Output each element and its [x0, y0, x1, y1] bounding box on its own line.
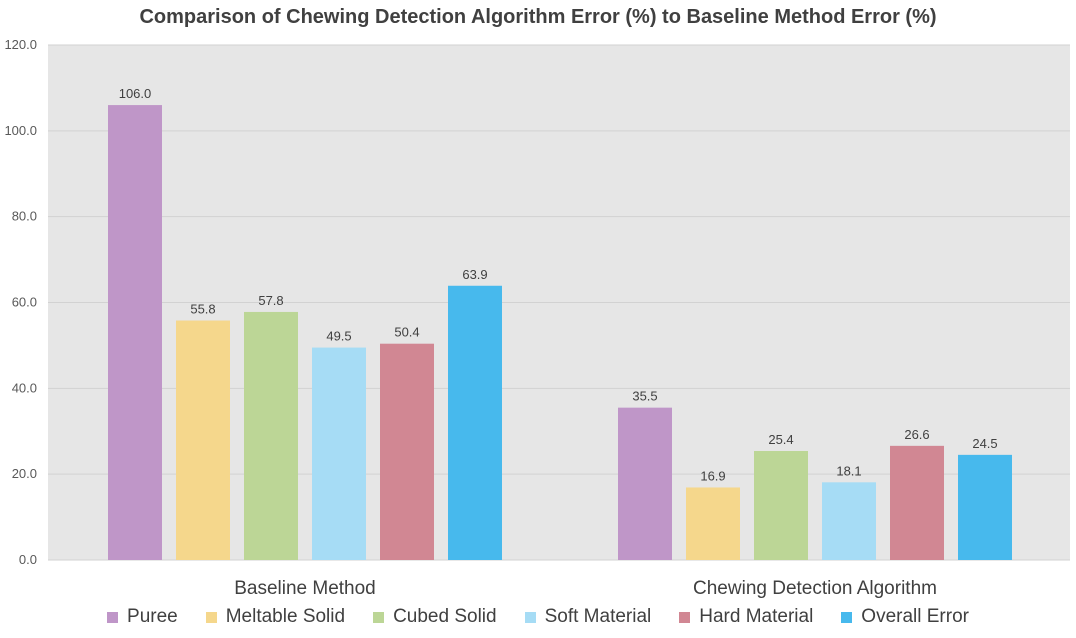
y-tick-label: 40.0 [12, 380, 37, 395]
bar [822, 482, 876, 560]
data-label: 49.5 [326, 329, 351, 344]
legend-item: Cubed Solid [373, 606, 497, 628]
legend-item: Meltable Solid [205, 606, 346, 628]
legend-swatch [841, 611, 853, 623]
bar [312, 347, 366, 560]
legend-swatch [107, 611, 119, 623]
legend-item: Overall Error [841, 606, 969, 628]
chart-legend: Puree Meltable Solid Cubed Solid Soft Mater… [0, 606, 1076, 628]
bar [108, 105, 162, 560]
bar [958, 454, 1012, 560]
data-label: 18.1 [836, 463, 861, 478]
data-label: 63.9 [462, 267, 487, 282]
legend-item: Hard Material [679, 606, 813, 628]
bar [448, 285, 502, 560]
legend-item: Puree [107, 606, 178, 628]
x-category-label: Baseline Method [234, 578, 376, 599]
bar [686, 487, 740, 560]
data-label: 16.9 [700, 468, 725, 483]
data-label: 35.5 [632, 389, 657, 404]
legend-item: Soft Material [524, 606, 652, 628]
y-tick-label: 100.0 [4, 123, 37, 138]
y-tick-label: 80.0 [12, 209, 37, 224]
bar [618, 407, 672, 560]
legend-label: Cubed Solid [393, 606, 497, 627]
bar [890, 445, 944, 560]
legend-swatch [679, 611, 691, 623]
legend-label: Soft Material [544, 606, 652, 627]
y-tick-label: 120.0 [4, 37, 37, 52]
y-tick-label: 0.0 [19, 552, 37, 567]
y-tick-label: 20.0 [12, 466, 37, 481]
data-label: 24.5 [972, 436, 997, 451]
x-category-label: Chewing Detection Algorithm [693, 578, 937, 599]
legend-label: Hard Material [699, 606, 814, 627]
bar-chart: 0.0 20.0 40.0 60.0 80.0 100.0 120.0 106.0 55.8 57… [4, 37, 1070, 599]
legend-swatch [524, 611, 536, 623]
bar [176, 320, 230, 560]
data-label: 26.6 [904, 427, 929, 442]
bar [244, 311, 298, 560]
legend-label: Overall Error [861, 606, 969, 627]
legend-swatch [373, 611, 385, 623]
bar [380, 343, 434, 560]
y-tick-label: 60.0 [12, 295, 37, 310]
data-label: 25.4 [768, 432, 793, 447]
data-label: 55.8 [190, 302, 215, 317]
data-label: 57.8 [258, 293, 283, 308]
legend-label: Meltable Solid [225, 606, 346, 627]
chart-title: Comparison of Chewing Detection Algorith… [139, 6, 937, 28]
legend-label: Puree [127, 606, 178, 627]
bar [754, 450, 808, 560]
data-label: 106.0 [119, 86, 152, 101]
legend-swatch [205, 611, 217, 623]
data-label: 50.4 [394, 325, 419, 340]
